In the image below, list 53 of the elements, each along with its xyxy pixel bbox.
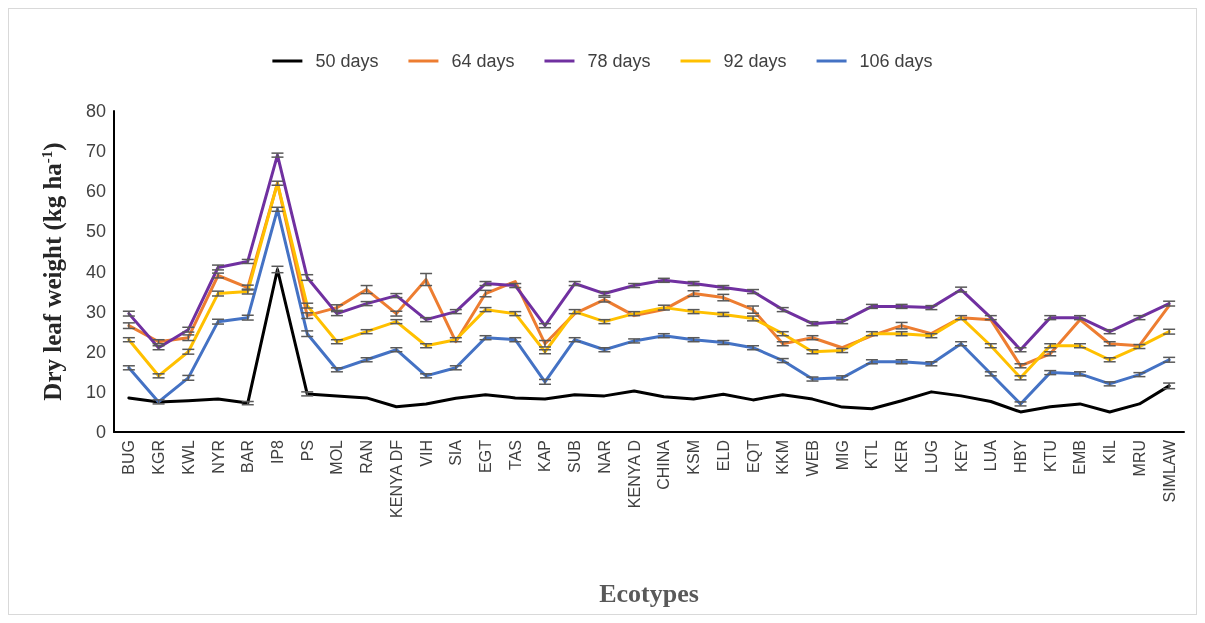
x-tick-label: MOL <box>328 439 346 475</box>
y-tick-label: 80 <box>85 101 106 121</box>
legend-label: 64 days <box>451 51 515 71</box>
x-tick-label: CHINA <box>655 439 673 490</box>
x-tick-label: MIG <box>833 440 851 471</box>
x-tick-label: HBY <box>1012 439 1030 473</box>
y-tick-label: 10 <box>85 381 106 402</box>
legend-label: 78 days <box>587 51 651 71</box>
x-tick-label: KSM <box>685 440 703 475</box>
x-axis-title: Ecotypes <box>599 578 699 608</box>
x-tick-label: KGR <box>150 440 168 475</box>
x-tick-label: LUA <box>982 439 1000 472</box>
y-axis-title: Dry leaf weight (kg ha-1) <box>38 142 67 401</box>
x-tick-label: KER <box>893 440 911 473</box>
x-tick-label: BUG <box>120 440 138 475</box>
x-tick-label: BAR <box>239 440 257 473</box>
x-tick-label: EQT <box>744 439 762 473</box>
x-tick-label: RAN <box>358 440 376 474</box>
x-tick-label: EMB <box>1071 440 1089 475</box>
x-tick-label: KENYA D <box>625 440 643 509</box>
x-tick-label: KENYA DF <box>387 439 405 518</box>
x-tick-label: WEB <box>803 440 821 477</box>
x-tick-label: LUG <box>922 440 940 473</box>
x-tick-label: SUB <box>566 440 584 473</box>
legend-label: 92 days <box>723 51 787 71</box>
x-tick-label: ELD <box>714 440 732 472</box>
y-tick-label: 0 <box>95 422 106 442</box>
x-tick-label: EGT <box>477 439 495 473</box>
y-tick-label: 40 <box>85 261 106 282</box>
y-tick-label: 50 <box>85 221 106 242</box>
x-tick-label: VIH <box>417 440 435 467</box>
legend-label: 106 days <box>859 51 933 71</box>
y-tick-label: 60 <box>85 181 106 202</box>
y-tick-label: 20 <box>85 341 106 362</box>
x-tick-label: KEY <box>952 439 970 473</box>
x-tick-label: KTU <box>1041 440 1059 472</box>
x-tick-label: PS <box>298 440 316 462</box>
x-tick-label: KTL <box>863 439 881 470</box>
x-tick-label: TAS <box>506 440 524 470</box>
x-tick-label: NAR <box>595 440 613 474</box>
y-tick-label: 30 <box>85 301 106 322</box>
x-tick-label: KWL <box>179 439 197 475</box>
x-tick-label: IP8 <box>268 439 286 465</box>
x-tick-label: KAP <box>536 440 554 473</box>
x-tick-label: KKM <box>774 440 792 475</box>
legend-label: 50 days <box>315 51 379 71</box>
x-tick-label: SIMLAW <box>1160 439 1178 503</box>
x-tick-label: NYR <box>209 440 227 474</box>
y-tick-label: 70 <box>85 141 106 162</box>
x-tick-label: KIL <box>1101 439 1119 465</box>
x-tick-label: SIA <box>447 439 465 466</box>
line-series <box>127 267 1171 414</box>
x-tick-label: MRU <box>1130 440 1148 477</box>
